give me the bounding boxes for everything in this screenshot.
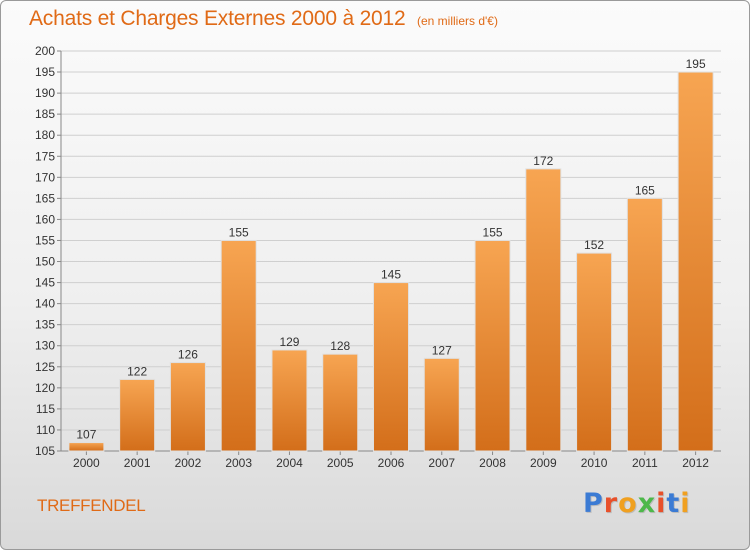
commune-name: TREFFENDEL (37, 496, 146, 515)
x-tick-label-2007: 2007 (428, 456, 455, 470)
labels: 105 110 115 120 125 130 135 140 145 150 155 160 165 1… (35, 44, 709, 470)
bar-2008 (474, 239, 511, 452)
y-tick-label: 155 (35, 233, 55, 247)
y-tick-label: 125 (35, 360, 55, 374)
bar-2003 (220, 239, 257, 452)
x-tick-label-2001: 2001 (124, 456, 151, 470)
y-tick-label: 160 (35, 212, 55, 226)
y-tick-label: 145 (35, 276, 55, 290)
y-tick-label: 130 (35, 339, 55, 353)
data-label-2009: 172 (533, 154, 553, 168)
y-tick-label: 175 (35, 149, 55, 163)
bar-2001 (119, 378, 156, 452)
x-tick-label-2005: 2005 (327, 456, 354, 470)
x-tick-label-2010: 2010 (581, 456, 608, 470)
logo-letter: x (637, 488, 657, 519)
bar-2009 (525, 168, 562, 452)
logo-letter: P (583, 488, 604, 519)
logo-letter: i (680, 488, 691, 519)
data-label-2010: 152 (584, 238, 604, 252)
proxiti-logo: Proxiti (583, 488, 691, 519)
x-tick-label-2006: 2006 (378, 456, 405, 470)
y-tick-label: 105 (35, 444, 55, 458)
logo-letter: t (666, 488, 681, 519)
x-tick-label-2011: 2011 (632, 456, 658, 470)
logo-letter: r (603, 488, 619, 519)
y-tick-label: 150 (35, 255, 55, 269)
bar-2004 (271, 349, 308, 452)
bar-2002 (169, 362, 206, 452)
bar-2006 (373, 282, 409, 452)
y-tick-label: 120 (35, 381, 55, 395)
data-label-2011: 165 (635, 183, 655, 197)
logo-letter: o (618, 488, 638, 519)
y-tick-label: 195 (35, 65, 55, 79)
bar-2007 (423, 357, 460, 452)
x-tick-label-2008: 2008 (479, 456, 506, 470)
chart-unit: (en milliers d'€) (417, 14, 498, 28)
y-tick-label: 180 (35, 128, 55, 142)
data-label-2007: 127 (432, 343, 452, 357)
data-label-2002: 126 (178, 348, 198, 362)
logo-letter: i (656, 488, 667, 519)
y-tick-label: 140 (35, 297, 55, 311)
bar-2011 (626, 197, 663, 452)
x-tick-label-2004: 2004 (276, 456, 303, 470)
chart-title: Achats et Charges Externes 2000 à 2012 (29, 7, 406, 30)
data-label-2012: 195 (686, 57, 706, 71)
y-tick-label: 165 (35, 191, 55, 205)
x-tick-label-2000: 2000 (73, 456, 100, 470)
y-tick-label: 190 (35, 86, 55, 100)
data-label-2001: 122 (127, 364, 147, 378)
data-label-2003: 155 (229, 225, 249, 239)
data-label-2005: 128 (330, 339, 350, 353)
y-tick-label: 185 (35, 107, 55, 121)
data-label-2000: 107 (76, 428, 96, 442)
x-tick-label-2003: 2003 (225, 456, 252, 470)
y-tick-label: 170 (35, 170, 55, 184)
bar-2012 (677, 71, 714, 452)
bar-2010 (576, 252, 613, 452)
data-label-2006: 145 (381, 268, 401, 282)
y-tick-label: 135 (35, 318, 55, 332)
y-tick-label: 200 (35, 44, 55, 58)
y-tick-label: 115 (36, 402, 55, 416)
data-label-2008: 155 (483, 225, 503, 239)
bars (68, 71, 714, 452)
x-tick-label-2002: 2002 (175, 456, 202, 470)
y-tick-label: 110 (36, 423, 55, 437)
data-label-2004: 129 (279, 335, 299, 349)
bar-2005 (322, 353, 359, 452)
x-tick-label-2012: 2012 (682, 456, 709, 470)
x-tick-label-2009: 2009 (530, 456, 557, 470)
bar-2000 (68, 442, 105, 452)
